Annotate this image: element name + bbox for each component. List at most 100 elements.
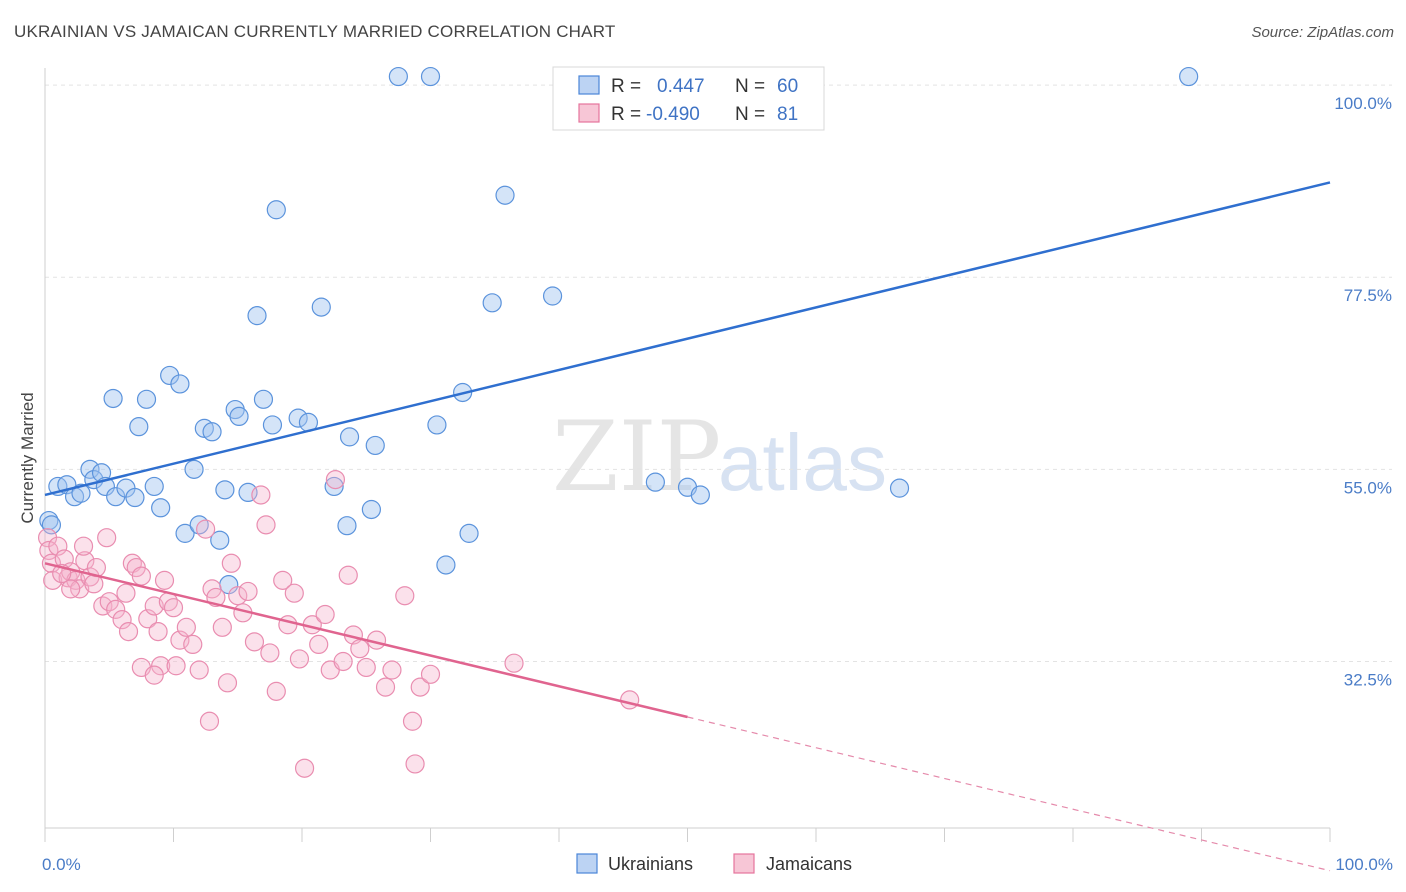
jamaican-point [212, 617, 232, 637]
legend-swatch-jamaicans [578, 103, 600, 123]
ukrainian-point [645, 472, 665, 492]
jamaican-point [41, 553, 62, 573]
jamaican-point [315, 604, 335, 625]
jamaican-point [189, 660, 209, 680]
jamaican-point [266, 681, 286, 701]
y-tick-label: 55.0% [1344, 478, 1392, 497]
ukrainian-point [459, 523, 479, 543]
ukrainian-point [690, 485, 710, 505]
jamaican-point [217, 673, 238, 693]
ukrainian-point [170, 374, 190, 394]
legend-r-value: 0.447 [657, 76, 705, 97]
ukrainian-point [210, 530, 230, 550]
jamaicans-trend-line [44, 562, 688, 719]
jamaican-point [260, 643, 280, 663]
jamaican-point [256, 515, 276, 535]
jamaican-point [148, 621, 168, 642]
x-tick-label: 0.0% [42, 855, 81, 874]
legend-r-label: R = [611, 76, 641, 97]
jamaican-point [375, 677, 396, 697]
ukrainian-point [202, 422, 222, 442]
jamaican-point [382, 660, 402, 680]
jamaican-point [620, 690, 640, 710]
jamaican-point [163, 598, 184, 618]
ukrainian-point [266, 200, 286, 220]
ukrainian-point [324, 476, 344, 497]
jamaican-point [251, 485, 271, 505]
ukrainian-point [229, 406, 249, 427]
ukrainians-points [39, 66, 1199, 595]
ukrainian-point [388, 66, 408, 87]
jamaican-point [154, 570, 175, 590]
jamaican-point [221, 553, 241, 573]
ukrainian-point [1179, 66, 1199, 87]
jamaican-point [196, 519, 216, 539]
axes [44, 68, 1331, 842]
ukrainian-point [184, 459, 204, 479]
ukrainian-point [420, 66, 441, 87]
ukrainian-point [103, 388, 123, 409]
chart-title: UKRAINIAN VS JAMAICAN CURRENTLY MARRIED … [14, 22, 616, 41]
jamaican-point [333, 651, 353, 672]
ukrainian-point [71, 483, 91, 503]
jamaican-point [131, 566, 151, 586]
watermark-atlas: atlas [718, 418, 887, 507]
jamaican-point [294, 758, 315, 778]
ukrainian-point [311, 297, 331, 317]
jamaican-point [356, 657, 376, 678]
jamaican-point [73, 536, 94, 556]
y-tick-labels: 32.5% 55.0% 77.5% 100.0% [1334, 94, 1392, 689]
jamaican-point [289, 649, 310, 669]
legend-r-value: -0.490 [646, 104, 700, 125]
source-credit: Source: ZipAtlas.com [1251, 24, 1394, 41]
bottom-legend-ukrainians: Ukrainians [608, 854, 693, 874]
y-axis-title: Currently Married [18, 392, 37, 523]
ukrainian-point [889, 478, 910, 498]
x-tick-labels: 0.0% 100.0% [42, 855, 1393, 874]
ukrainian-point [41, 515, 62, 535]
y-tick-label: 32.5% [1344, 670, 1392, 689]
jamaican-point [309, 634, 329, 655]
jamaican-point [183, 634, 203, 655]
ukrainian-point [215, 480, 235, 500]
legend-n-label: N = [735, 76, 765, 97]
ukrainian-point [288, 408, 308, 428]
jamaicans-trend-extension [687, 716, 1331, 872]
ukrainian-point [129, 417, 149, 437]
ukrainian-point [361, 499, 381, 520]
jamaican-point [199, 711, 220, 731]
legend-n-label: N = [735, 104, 765, 125]
jamaican-point [151, 656, 171, 676]
bottom-legend-swatch-jamaicans [733, 853, 755, 874]
jamaican-point [238, 581, 258, 602]
legend-swatch-ukrainians [578, 75, 600, 95]
gridlines [45, 84, 1392, 662]
jamaican-point [244, 632, 265, 652]
ukrainian-point [262, 415, 283, 435]
ukrainian-point [436, 555, 456, 575]
ukrainian-point [542, 286, 563, 306]
legend-r-label: R = [611, 104, 641, 125]
ukrainian-point [175, 523, 195, 543]
ukrainian-point [80, 459, 100, 479]
jamaican-point [420, 664, 441, 684]
jamaican-point [284, 583, 304, 603]
series-legend: Ukrainians Jamaicans [576, 853, 852, 874]
ukrainian-point [339, 427, 360, 447]
jamaican-point [61, 579, 81, 599]
ukrainian-point [144, 476, 164, 497]
bottom-legend-jamaicans: Jamaicans [766, 854, 852, 874]
jamaicans-points [37, 469, 640, 778]
jamaican-point [144, 665, 164, 685]
jamaican-point [504, 653, 524, 673]
bottom-legend-swatch-ukrainians [576, 853, 598, 874]
ukrainian-point [427, 415, 447, 435]
legend-n-value: 81 [777, 104, 798, 125]
ukrainian-point [253, 389, 274, 409]
jamaican-point [176, 617, 196, 637]
trend-lines [44, 181, 1331, 872]
ukrainian-point [365, 435, 385, 456]
ukrainian-point [495, 185, 515, 205]
jamaican-point [118, 621, 139, 642]
